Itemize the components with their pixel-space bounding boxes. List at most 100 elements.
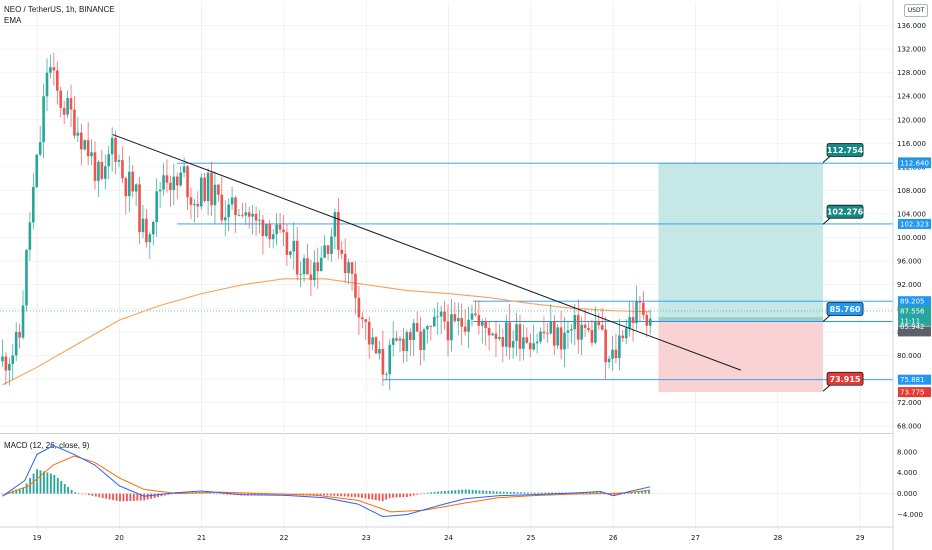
position-zones	[658, 162, 824, 393]
macd-histogram-bar	[132, 493, 135, 501]
candle-body	[309, 274, 313, 281]
time-tick-label: 26	[609, 534, 618, 542]
candle-body	[169, 182, 172, 190]
tag-bg	[898, 387, 931, 398]
profit-zone[interactable]	[658, 162, 824, 322]
candle-body	[456, 318, 460, 322]
macd-histogram-bar	[433, 491, 436, 494]
candle-body	[628, 317, 631, 329]
candle-body	[566, 330, 570, 333]
candle-body	[549, 321, 553, 334]
trendline[interactable]	[112, 134, 741, 371]
candle-body	[189, 197, 193, 205]
macd-histogram-bar	[381, 493, 384, 502]
entry-callout[interactable]: 85.760	[822, 302, 864, 322]
macd-histogram-bar	[509, 491, 512, 494]
candle-body	[600, 325, 604, 330]
candle-body	[635, 301, 638, 324]
macd-histogram-bar	[74, 492, 76, 494]
macd-histogram-bar	[18, 488, 21, 494]
price-tag: 85.942	[898, 323, 931, 337]
candle-body	[573, 315, 577, 330]
macd-histogram-bar	[347, 493, 350, 497]
candle-body	[546, 333, 549, 335]
candle-body	[165, 175, 169, 183]
macd-histogram-bar	[94, 493, 97, 497]
macd-histogram-bar	[122, 493, 125, 502]
macd-histogram-bar	[29, 478, 32, 494]
candle-body	[395, 338, 398, 341]
macd-histogram-bar	[319, 493, 322, 496]
candle-body	[498, 336, 501, 339]
candle-body	[45, 72, 49, 97]
candle-body	[450, 314, 453, 341]
ema-line[interactable]	[2, 278, 651, 386]
candle-body	[220, 194, 224, 221]
candle-body	[289, 251, 292, 255]
callout-label: 102.276	[827, 208, 864, 217]
macd-histogram-bar	[112, 493, 114, 501]
candle-body	[580, 324, 583, 340]
time-tick-label: 27	[691, 534, 700, 542]
signal-line[interactable]	[2, 455, 651, 513]
macd-histogram-bar	[101, 493, 104, 498]
candle-body	[409, 332, 412, 341]
macd-histogram-bar	[585, 492, 588, 494]
tag-bg	[898, 305, 931, 316]
macd-histogram-bar	[326, 493, 329, 496]
horizontal-levels	[0, 162, 893, 381]
macd-histogram-bar	[208, 492, 211, 494]
candle-body	[151, 222, 155, 235]
macd-histogram-bar	[98, 493, 101, 498]
candle-body	[11, 355, 15, 364]
stop-callout[interactable]: 73.915	[822, 371, 864, 392]
macd-histogram-bar	[36, 469, 38, 494]
macd-histogram-bar	[426, 492, 429, 494]
candle-body	[199, 177, 203, 207]
macd-histogram-bar	[157, 493, 159, 498]
candle-body	[282, 229, 285, 233]
candle-body	[79, 132, 83, 150]
price-tick-label: 96.000	[897, 258, 922, 266]
macd-histogram-bar	[143, 493, 146, 501]
macd-histogram-bar	[471, 489, 474, 494]
candles	[1, 52, 652, 390]
macd-histogram-bar	[457, 489, 460, 494]
price-tick-label: 128.000	[897, 69, 926, 77]
macd-indicator-label[interactable]: MACD (12, 26, close, 9)	[4, 441, 90, 450]
price-tick-label: 136.000	[897, 22, 926, 30]
macd-histogram-bar	[623, 493, 626, 495]
time-tick-label: 24	[444, 534, 453, 542]
tp1-callout[interactable]: 102.276	[822, 204, 864, 225]
macd-tick-label: −4.000	[897, 511, 923, 519]
time-tick-label: 23	[362, 534, 371, 542]
macd-histogram-bar	[354, 493, 356, 498]
macd-histogram-bar	[70, 489, 73, 494]
candle-body	[302, 258, 306, 275]
axis-tag: 75.881	[898, 374, 931, 385]
candle-body	[230, 197, 234, 205]
macd-histogram-bar	[554, 492, 557, 494]
candle-body	[8, 363, 11, 371]
candle-body	[518, 324, 522, 349]
loss-zone[interactable]	[658, 321, 824, 393]
candle-body	[604, 329, 607, 363]
currency-button[interactable]: USDT	[904, 4, 928, 17]
candle-body	[491, 333, 494, 336]
price-tag-label: 85.942	[900, 323, 925, 331]
candle-body	[337, 212, 340, 250]
candle-body	[196, 203, 200, 207]
candle-body	[227, 204, 230, 218]
target-callout[interactable]: 112.754	[822, 143, 864, 163]
countdown-tag: 11:11	[898, 315, 931, 326]
macd-histogram-bar	[340, 493, 343, 497]
macd-histogram-bar	[364, 493, 367, 499]
candle-body	[631, 317, 635, 324]
candle-body	[138, 184, 141, 233]
macd-histogram-bar	[329, 493, 332, 496]
macd-histogram-bar	[378, 493, 381, 501]
candle-body	[487, 328, 491, 336]
macd-line[interactable]	[2, 445, 651, 518]
ema-indicator-label[interactable]: EMA	[4, 16, 22, 25]
